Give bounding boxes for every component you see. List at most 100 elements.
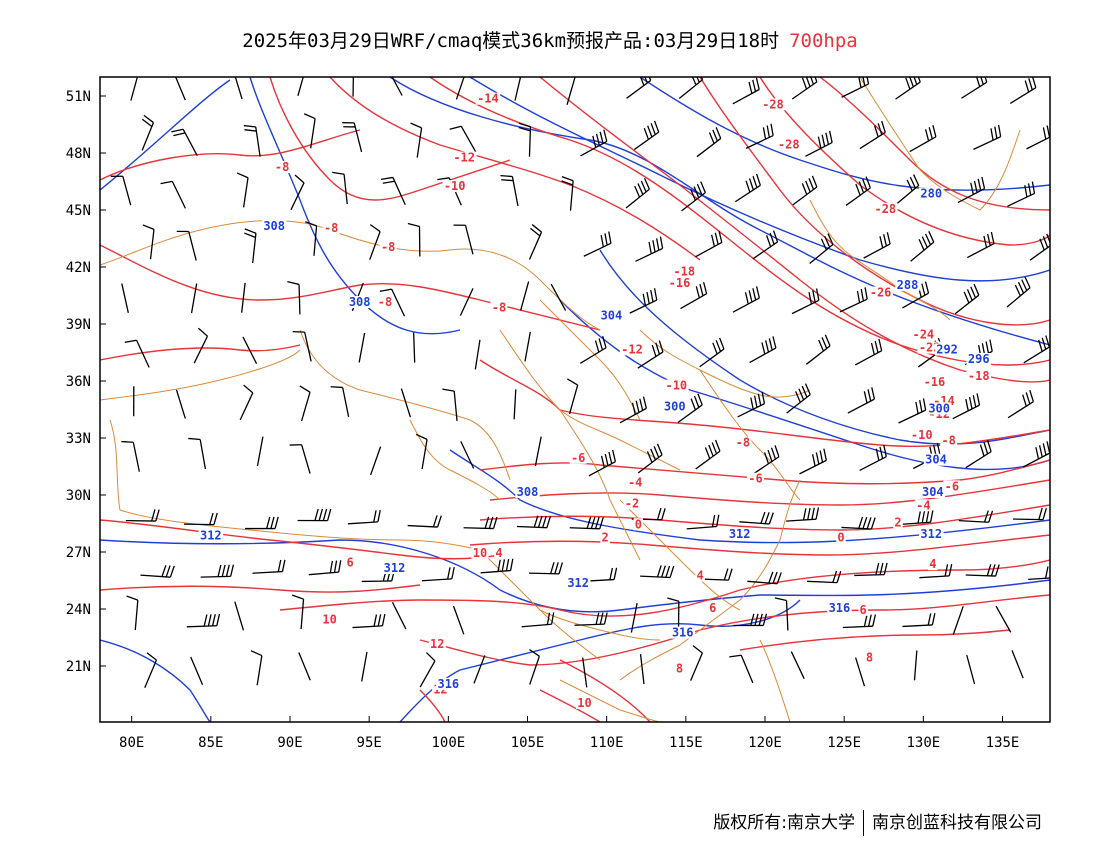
- wind-barb-flag: [814, 77, 818, 83]
- wind-barb-shaft: [961, 81, 988, 99]
- wind-barb-icon: [121, 440, 140, 472]
- wind-barb-flag: [815, 507, 820, 520]
- wind-barb-shaft: [421, 578, 452, 582]
- wind-barb-icon: [626, 77, 652, 99]
- wind-barb-icon: [480, 558, 514, 574]
- wind-barb-shaft: [913, 650, 918, 681]
- temperature-label-bg: [708, 601, 718, 614]
- wind-barb-shaft: [635, 247, 663, 262]
- wind-barb-flag: [1017, 282, 1025, 294]
- wind-barb-icon: [391, 601, 407, 630]
- wind-barb-icon: [842, 614, 877, 629]
- wind-barb-shaft: [952, 606, 964, 635]
- wind-barb-flag: [802, 508, 807, 521]
- wind-barb-shaft: [421, 439, 428, 470]
- wind-barb-flag: [647, 125, 653, 138]
- wind-barb-flag: [243, 384, 254, 394]
- wind-barb-flag: [883, 562, 888, 575]
- wind-barb-flag: [692, 645, 703, 654]
- wind-barb-icon: [732, 77, 760, 105]
- wind-barb-icon: [791, 77, 818, 100]
- wind-barb-flag: [533, 515, 539, 528]
- wind-barb-flag: [700, 181, 706, 193]
- wind-barb-flag: [762, 613, 768, 626]
- wind-barb-flag: [437, 177, 450, 181]
- wind-barb-icon: [459, 288, 474, 316]
- wind-barb-icon: [380, 176, 406, 206]
- wind-barb-flag: [712, 342, 718, 355]
- temperature-label: -10: [911, 428, 933, 442]
- wind-barb-flag: [217, 564, 222, 577]
- wind-barb-shaft: [453, 391, 458, 422]
- temperature-label: -10: [444, 179, 466, 193]
- wind-barb-icon: [297, 77, 304, 96]
- geopotential-label: 312: [200, 529, 222, 543]
- wind-barb-flag: [807, 507, 811, 520]
- wind-barb-icon: [358, 332, 366, 363]
- wind-barb-flag: [590, 516, 596, 529]
- wind-barb-shaft: [1007, 192, 1035, 207]
- wind-barb-flag: [561, 180, 573, 186]
- wind-barb-icon: [460, 441, 475, 469]
- geopotential-label-bg: [565, 577, 591, 590]
- wind-barb-icon: [110, 175, 132, 206]
- wind-barb-shaft: [1023, 346, 1050, 364]
- wind-barb-flag: [727, 568, 733, 581]
- temperature-label: -6: [571, 451, 585, 465]
- wind-barb-flag: [447, 567, 451, 580]
- wind-barb-flag: [656, 565, 662, 578]
- wind-barb-icon: [245, 516, 279, 530]
- wind-barb-flag: [801, 77, 808, 90]
- wind-barb-icon: [995, 605, 1012, 633]
- wind-barb-flag: [594, 517, 600, 529]
- wind-barb-flag: [243, 124, 256, 128]
- wind-barb-flag: [815, 288, 820, 301]
- wind-barb-icon: [513, 389, 517, 420]
- wind-barb-flag: [1024, 185, 1028, 198]
- wind-barb-shaft: [135, 340, 150, 368]
- wind-barb-shaft: [369, 231, 381, 260]
- wind-barb-flag: [650, 290, 654, 303]
- wind-barb-shaft: [392, 177, 406, 206]
- wind-barb-flag: [415, 433, 428, 440]
- wind-barb-shaft: [805, 345, 831, 365]
- wind-barb-flag: [987, 233, 991, 246]
- wind-barb-flag: [1031, 181, 1036, 194]
- footer-separator: [863, 810, 864, 836]
- wind-barb-flag: [656, 507, 662, 520]
- wind-barb-flag: [330, 386, 343, 389]
- wind-barb-icon: [500, 174, 519, 207]
- wind-barb-flag: [1038, 445, 1043, 458]
- wind-barb-flag: [425, 652, 436, 662]
- wind-barb-shaft: [255, 126, 261, 157]
- temperature-label: 6: [347, 555, 354, 569]
- wind-barb-shaft: [480, 569, 511, 574]
- wind-barb-icon: [287, 281, 301, 315]
- wind-barb-shaft: [792, 186, 818, 206]
- wind-barb-flag: [801, 183, 808, 195]
- wind-barb-shaft: [737, 403, 765, 418]
- wind-barb-flag: [669, 565, 675, 578]
- wind-barb-flag: [921, 236, 928, 248]
- wind-barb-icon: [809, 233, 834, 264]
- wind-barb-flag: [1046, 233, 1050, 245]
- wind-barb-flag: [766, 125, 770, 138]
- wind-barb-flag: [600, 235, 604, 248]
- wind-barb-flag: [656, 443, 663, 456]
- wind-barb-shaft: [910, 241, 935, 262]
- wind-barb-flag: [661, 508, 666, 520]
- wind-barb-flag: [665, 565, 671, 578]
- temperature-label-bg: [345, 556, 355, 569]
- wind-barb-icon: [786, 383, 811, 414]
- wind-barb-flag: [711, 442, 718, 454]
- wind-barb-flag: [1035, 447, 1040, 460]
- wind-barb-icon: [633, 120, 660, 151]
- wind-barb-icon: [534, 436, 542, 467]
- wind-barb-flag: [599, 612, 604, 625]
- wind-barb-flag: [863, 391, 868, 404]
- lon-label: 120E: [748, 735, 782, 751]
- wind-barb-shaft: [144, 659, 158, 689]
- wind-barb-flag: [653, 120, 660, 133]
- wind-barb-flag: [983, 235, 988, 248]
- lon-label: 100E: [431, 735, 465, 751]
